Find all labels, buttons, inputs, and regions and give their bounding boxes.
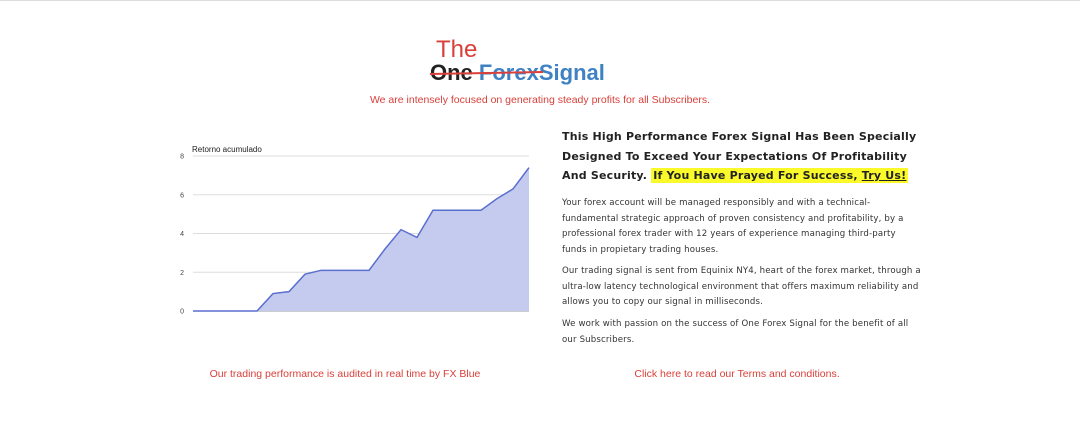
chart-title: Retorno acumulado xyxy=(192,145,262,154)
y-tick-label: 6 xyxy=(180,192,184,199)
highlight-text: If You Have Prayed For Success, xyxy=(653,169,858,182)
top-border xyxy=(0,0,1080,1)
terms-link[interactable]: Click here to read our Terms and conditi… xyxy=(634,368,840,380)
y-tick-label: 8 xyxy=(180,154,184,161)
area-fill xyxy=(193,167,529,311)
y-tick-label: 4 xyxy=(180,231,184,238)
paragraph: We work with passion on the success of O… xyxy=(562,319,909,345)
logo-struck: One Forex xyxy=(430,60,539,86)
y-tick-label: 0 xyxy=(180,309,184,316)
paragraph: Our trading signal is sent from Equinix … xyxy=(562,266,921,307)
heading-text: This High Performance Forex Signal Has B… xyxy=(562,130,917,182)
chart: Retorno acumulado 0 2 4 6 8 xyxy=(180,145,530,316)
fx-blue-link[interactable]: Our trading performance is audited in re… xyxy=(209,368,481,380)
try-us-link[interactable]: Try Us! xyxy=(861,169,907,182)
paragraph: Your forex account will be managed respo… xyxy=(562,198,904,255)
area-line xyxy=(193,167,530,312)
logo[interactable]: One ForexSignal xyxy=(430,60,605,86)
logo-signal: Signal xyxy=(538,60,605,85)
logo-the: The xyxy=(436,36,478,63)
highlight: If You Have Prayed For Success, Try Us! xyxy=(651,168,909,183)
tagline: We are intensely focused on generating s… xyxy=(369,94,711,106)
heading: This High Performance Forex Signal Has B… xyxy=(562,127,922,186)
y-tick-label: 2 xyxy=(180,270,184,277)
